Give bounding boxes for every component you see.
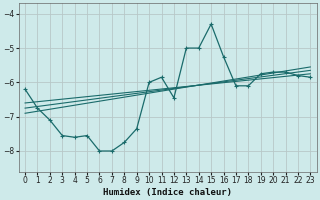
X-axis label: Humidex (Indice chaleur): Humidex (Indice chaleur): [103, 188, 232, 197]
